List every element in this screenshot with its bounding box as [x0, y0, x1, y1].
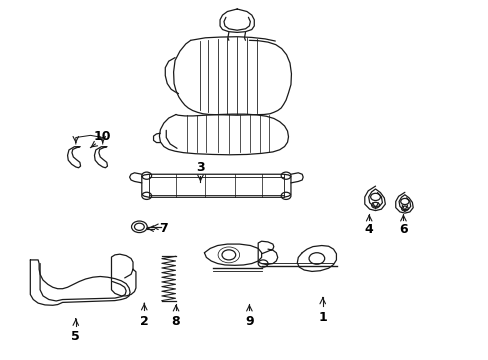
Text: 10: 10	[94, 130, 111, 143]
Text: 9: 9	[244, 315, 253, 328]
Text: 5: 5	[71, 330, 80, 343]
Text: 8: 8	[171, 315, 180, 328]
Text: 1: 1	[318, 311, 326, 324]
Text: 7: 7	[159, 222, 168, 235]
Text: 4: 4	[364, 223, 373, 236]
Text: 2: 2	[140, 315, 148, 328]
Text: 3: 3	[196, 161, 204, 174]
Text: 6: 6	[398, 223, 407, 236]
